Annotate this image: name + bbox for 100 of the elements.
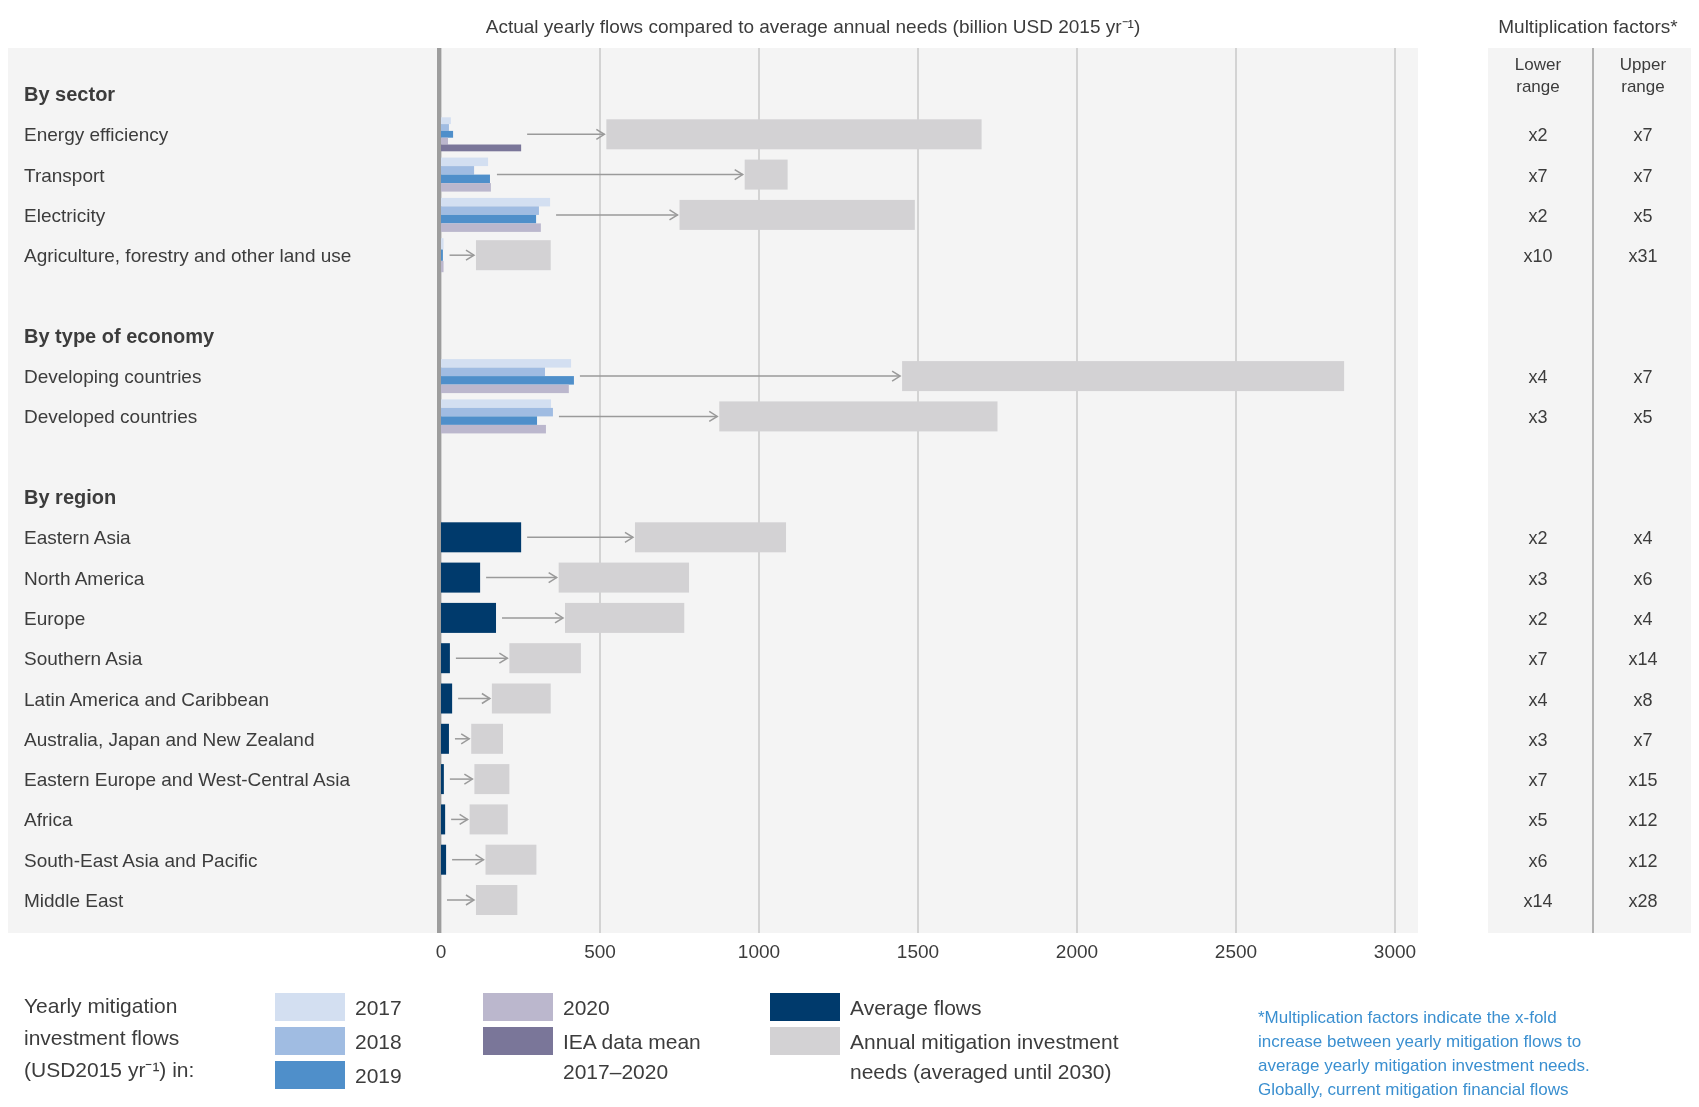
y-tick-label: Australia, Japan and New Zealand: [24, 728, 315, 750]
legend-label: 2019: [355, 1064, 402, 1087]
legend-label: Annual mitigation investment needs (averaged until 2030): [850, 1030, 1119, 1083]
text: x31: [1628, 246, 1658, 267]
x-tick-label: 2000: [1055, 941, 1099, 962]
bar: [441, 117, 451, 125]
text: x7: [1528, 770, 1548, 791]
text: x12: [1628, 810, 1658, 831]
text: x3: [1528, 407, 1548, 428]
bar: [441, 416, 538, 425]
x-tick-label: 2500: [1214, 941, 1258, 962]
bar: [491, 683, 551, 714]
text: x6: [1633, 568, 1653, 589]
category-label: Lower range: [1514, 55, 1562, 96]
y-tick-label: Developing countries: [24, 366, 202, 388]
x-tick-label: 1000: [737, 941, 781, 962]
bar: [441, 522, 522, 553]
x-tick-label: 3000: [1373, 941, 1417, 962]
text: x14: [1628, 649, 1658, 670]
legend-title: Yearly mitigation investment flows (USD2015 yr⁻¹) in:: [24, 994, 195, 1081]
text: x10: [1523, 246, 1553, 267]
x-tick-label: 0: [435, 941, 447, 962]
bar: [441, 407, 553, 417]
y-tick-label: Africa: [24, 809, 73, 831]
bar: [441, 683, 453, 714]
legend-label: 2020: [563, 996, 610, 1019]
legend-label: Average flows: [850, 996, 982, 1019]
text: x2: [1528, 125, 1548, 146]
x-tick-label: 500: [584, 941, 616, 962]
text: x3: [1528, 729, 1548, 750]
text: *Multiplication factors indicate the x-fold increase between yearly mitigation flows to average yearly mitigation investment needs. Globally, current mitigation financial flows: [1258, 1008, 1590, 1099]
bar: [474, 764, 510, 795]
bar: [471, 723, 504, 754]
text: x7: [1633, 367, 1653, 388]
text: x3: [1528, 568, 1548, 589]
y-tick-label: Southern Asia: [24, 648, 143, 670]
text: x8: [1633, 689, 1653, 710]
y-tick-label: By region: [24, 486, 117, 508]
y-tick-label: Agriculture, forestry and other land use: [24, 245, 352, 267]
bar: [441, 804, 446, 835]
bar: [441, 206, 539, 215]
text: x2: [1528, 608, 1548, 629]
chart-title: Actual yearly flows compared to average annual needs (billion USD 2015 yr⁻¹): [485, 16, 1141, 37]
bar: [441, 183, 491, 192]
bar: [441, 602, 497, 633]
y-tick-label: By sector: [24, 83, 116, 105]
text: x15: [1628, 770, 1658, 791]
text: x4: [1633, 608, 1653, 629]
legend-label: 2017: [355, 996, 402, 1019]
text: x12: [1628, 850, 1658, 871]
y-tick-label: South-East Asia and Pacific: [24, 849, 258, 871]
text: x2: [1528, 528, 1548, 549]
text: x5: [1633, 205, 1653, 226]
y-tick-label: Europe: [24, 607, 86, 629]
bar: [475, 885, 518, 915]
text: x6: [1528, 850, 1548, 871]
bar: [441, 723, 449, 754]
bar: [441, 643, 450, 674]
bar: [441, 197, 551, 207]
y-tick-label: Eastern Asia: [24, 527, 132, 549]
legend-label: IEA data mean 2017–2020: [563, 1030, 701, 1083]
bar: [441, 367, 545, 377]
text: x28: [1628, 891, 1658, 911]
y-tick-label: North America: [24, 567, 145, 589]
bar: [441, 166, 475, 175]
bar: [441, 376, 574, 385]
y-tick-label: Eastern Europe and West-Central Asia: [24, 769, 351, 791]
y-tick-label: Middle East: [24, 890, 124, 911]
text: x4: [1528, 367, 1548, 388]
bar: [441, 223, 541, 232]
text: x5: [1528, 810, 1548, 831]
x-tick-label: 1500: [896, 941, 940, 962]
legend-label: 2018: [355, 1030, 402, 1053]
text: Multiplication factors*: [1498, 16, 1679, 37]
text: x7: [1528, 649, 1548, 670]
y-tick-label: By type of economy: [24, 324, 215, 347]
bar: [469, 804, 508, 835]
bar: [441, 764, 444, 795]
category-label: Upper range: [1619, 55, 1667, 96]
bar: [441, 214, 537, 224]
bar: [441, 844, 447, 875]
y-tick-label: Transport: [24, 164, 106, 186]
text: x5: [1633, 407, 1653, 428]
y-tick-label: Energy efficiency: [24, 124, 169, 146]
text: x2: [1528, 205, 1548, 226]
text: x4: [1633, 528, 1653, 549]
bar: [441, 359, 572, 368]
bar: [441, 562, 481, 593]
bar: [441, 174, 490, 184]
bar: [441, 157, 489, 167]
text: x7: [1633, 165, 1653, 186]
bar: [475, 240, 551, 271]
bar: [441, 424, 546, 434]
text: x7: [1633, 125, 1653, 146]
bar: [441, 384, 569, 394]
y-tick-label: Electricity: [24, 204, 106, 226]
y-tick-label: Latin America and Caribbean: [24, 688, 270, 710]
text: x7: [1528, 165, 1548, 186]
y-tick-label: Developed countries: [24, 406, 198, 428]
text: x14: [1523, 891, 1553, 911]
